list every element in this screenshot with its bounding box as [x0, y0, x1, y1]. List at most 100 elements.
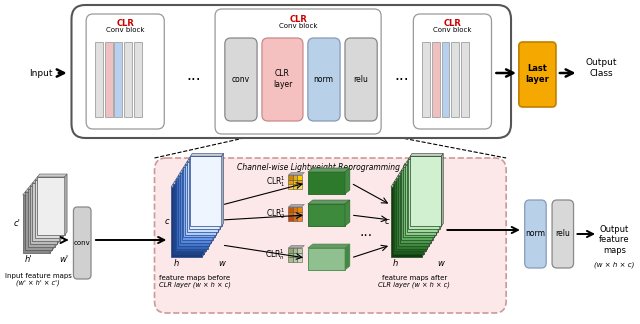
- Bar: [180, 173, 211, 243]
- Bar: [408, 159, 440, 229]
- Polygon shape: [438, 159, 440, 232]
- Polygon shape: [289, 172, 305, 175]
- Text: Conv block: Conv block: [433, 27, 472, 33]
- Bar: [95, 42, 103, 117]
- Polygon shape: [62, 177, 65, 238]
- Bar: [292, 248, 297, 252]
- Bar: [451, 42, 460, 117]
- Bar: [33, 183, 60, 241]
- Polygon shape: [393, 181, 426, 184]
- Polygon shape: [35, 177, 65, 180]
- Bar: [297, 212, 301, 216]
- FancyBboxPatch shape: [413, 14, 492, 129]
- Bar: [173, 184, 204, 254]
- Bar: [22, 195, 50, 253]
- Text: CLR: CLR: [116, 19, 134, 28]
- FancyBboxPatch shape: [345, 38, 377, 121]
- Polygon shape: [213, 168, 214, 240]
- Polygon shape: [175, 179, 207, 181]
- Bar: [422, 42, 430, 117]
- FancyBboxPatch shape: [525, 200, 546, 268]
- Polygon shape: [189, 156, 221, 159]
- Bar: [171, 187, 202, 257]
- Bar: [289, 175, 292, 179]
- Polygon shape: [209, 173, 211, 246]
- Bar: [398, 176, 429, 246]
- Polygon shape: [440, 156, 442, 229]
- Bar: [461, 42, 469, 117]
- Bar: [292, 207, 297, 212]
- Bar: [394, 181, 426, 251]
- Polygon shape: [289, 204, 305, 207]
- Polygon shape: [33, 180, 62, 183]
- Polygon shape: [391, 184, 424, 187]
- Polygon shape: [422, 184, 424, 257]
- Bar: [289, 207, 292, 212]
- Text: ...: ...: [360, 225, 373, 239]
- Text: Conv block: Conv block: [279, 23, 317, 29]
- Text: CLR: CLR: [444, 19, 461, 28]
- Text: ...: ...: [186, 67, 201, 83]
- Text: Output
Class: Output Class: [585, 58, 617, 78]
- Polygon shape: [429, 173, 431, 246]
- Polygon shape: [308, 244, 350, 248]
- Polygon shape: [400, 170, 433, 173]
- Polygon shape: [211, 170, 213, 243]
- Bar: [187, 162, 218, 232]
- Text: h': h': [25, 255, 32, 264]
- Polygon shape: [218, 159, 220, 232]
- Text: w': w': [60, 255, 69, 264]
- Polygon shape: [424, 181, 426, 254]
- Bar: [308, 204, 345, 226]
- Text: (w' × h' × c'): (w' × h' × c'): [17, 280, 60, 286]
- Text: $\mathrm{CLR}_2^1$: $\mathrm{CLR}_2^1$: [266, 207, 285, 221]
- Bar: [400, 173, 431, 243]
- Polygon shape: [308, 168, 350, 172]
- Bar: [292, 257, 297, 261]
- Text: CLR layer (w × h × c): CLR layer (w × h × c): [159, 282, 230, 288]
- Bar: [289, 179, 292, 184]
- Bar: [442, 42, 449, 117]
- Bar: [297, 179, 301, 184]
- Polygon shape: [52, 189, 55, 250]
- Text: norm: norm: [525, 229, 545, 238]
- Polygon shape: [394, 179, 428, 181]
- Text: c: c: [384, 217, 389, 226]
- FancyBboxPatch shape: [74, 207, 91, 279]
- Polygon shape: [187, 159, 220, 162]
- Bar: [405, 165, 436, 235]
- Polygon shape: [178, 173, 211, 176]
- Text: relu: relu: [353, 75, 368, 84]
- Polygon shape: [216, 162, 218, 235]
- Bar: [391, 187, 422, 257]
- Text: conv: conv: [74, 240, 91, 246]
- Text: w: w: [438, 259, 445, 268]
- Text: Conv block: Conv block: [106, 27, 145, 33]
- Polygon shape: [428, 176, 429, 249]
- Text: h: h: [393, 259, 398, 268]
- Text: CLR layer (w × h × c): CLR layer (w × h × c): [378, 282, 451, 288]
- Bar: [289, 212, 292, 216]
- Text: Channel-wise Lightweight Reprogramming (CLR): Channel-wise Lightweight Reprogramming (…: [237, 163, 424, 172]
- Bar: [406, 162, 438, 232]
- FancyBboxPatch shape: [86, 14, 164, 129]
- Bar: [175, 181, 206, 251]
- Bar: [410, 156, 442, 226]
- Text: CLR
layer: CLR layer: [273, 69, 292, 89]
- Polygon shape: [405, 162, 438, 165]
- FancyBboxPatch shape: [262, 38, 303, 121]
- FancyBboxPatch shape: [225, 38, 257, 121]
- Bar: [297, 216, 301, 221]
- Polygon shape: [433, 168, 435, 240]
- Text: feature maps after: feature maps after: [381, 275, 447, 281]
- Text: (w × h × c): (w × h × c): [595, 262, 635, 269]
- Bar: [292, 184, 297, 189]
- Polygon shape: [220, 156, 221, 229]
- Polygon shape: [289, 246, 305, 248]
- Bar: [297, 248, 301, 252]
- Polygon shape: [177, 176, 209, 179]
- Bar: [297, 175, 301, 179]
- Polygon shape: [60, 180, 62, 241]
- Bar: [432, 42, 440, 117]
- Polygon shape: [30, 183, 60, 186]
